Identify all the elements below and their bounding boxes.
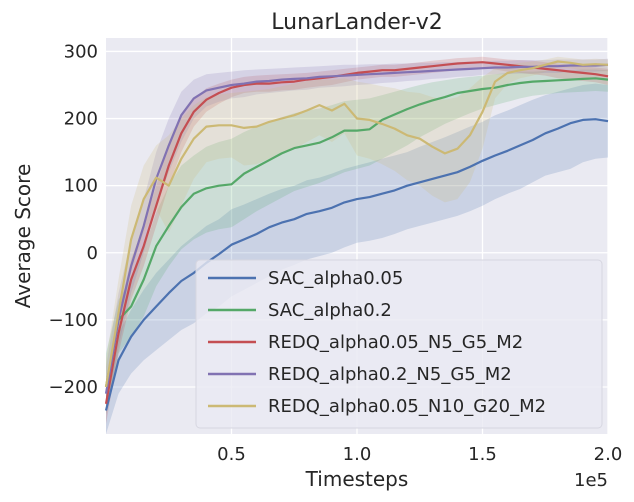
y-tick-labels: −200 −100 0 100 200 300 bbox=[49, 41, 98, 398]
x-tick-label: 0.5 bbox=[217, 444, 246, 465]
x-tick-label: 2.0 bbox=[594, 444, 623, 465]
y-tick-label: 300 bbox=[64, 41, 98, 62]
x-axis-label: Timesteps bbox=[305, 467, 409, 491]
legend: SAC_alpha0.05 SAC_alpha0.2 REDQ_alpha0.05_… bbox=[195, 259, 603, 429]
legend-box bbox=[195, 259, 603, 429]
series-line-2 bbox=[104, 77, 609, 388]
y-tick-label: −100 bbox=[49, 310, 98, 331]
legend-label: REDQ_alpha0.2_N5_G5_M2 bbox=[268, 364, 512, 385]
legend-label: SAC_alpha0.2 bbox=[268, 300, 392, 321]
series-band-2 bbox=[106, 69, 608, 414]
x-tick-label: 1.0 bbox=[343, 444, 372, 465]
x-tick-labels: 0.5 1.0 1.5 2.0 bbox=[217, 444, 622, 465]
y-tick-label: 200 bbox=[64, 109, 98, 130]
series-line-1 bbox=[104, 118, 609, 411]
x-multiplier-label: 1e5 bbox=[574, 470, 608, 491]
y-tick-label: 100 bbox=[64, 176, 98, 197]
legend-label: REDQ_alpha0.05_N10_G20_M2 bbox=[268, 396, 546, 417]
y-tick-label: 0 bbox=[87, 243, 98, 264]
y-tick-label: −200 bbox=[49, 377, 98, 398]
series-line-4 bbox=[104, 63, 609, 394]
legend-label: SAC_alpha0.05 bbox=[268, 268, 403, 289]
y-axis-label: Average Score bbox=[11, 164, 35, 309]
series-lines bbox=[104, 60, 609, 411]
series-line-5 bbox=[104, 60, 609, 388]
series-band-1 bbox=[106, 83, 608, 434]
series-band-5 bbox=[106, 56, 608, 414]
x-tick-label: 1.5 bbox=[468, 444, 497, 465]
chart-title: LunarLander-v2 bbox=[271, 10, 442, 35]
confidence-bands bbox=[106, 56, 608, 434]
legend-label: REDQ_alpha0.05_N5_G5_M2 bbox=[268, 332, 523, 353]
